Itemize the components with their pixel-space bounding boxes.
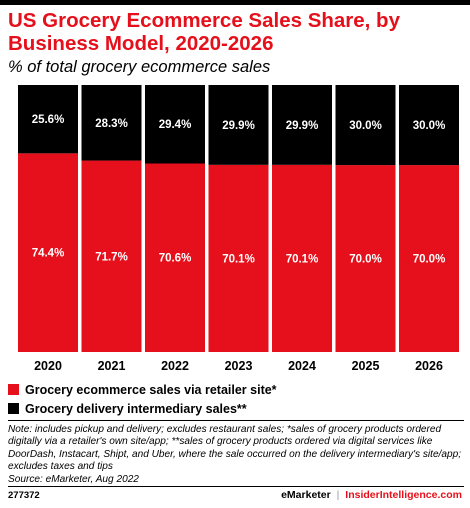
data-label-intermediary-2021: 28.3% — [95, 118, 128, 130]
bar-retailer-2026 — [399, 165, 459, 352]
data-label-retailer-2023: 70.1% — [222, 253, 255, 265]
data-label-retailer-2022: 70.6% — [159, 253, 192, 265]
brand-separator: | — [336, 489, 340, 501]
bar-retailer-2020 — [18, 153, 78, 352]
x-tick-label-2021: 2021 — [98, 359, 126, 373]
bar-retailer-2023 — [208, 164, 269, 352]
chart-title: US Grocery Ecommerce Sales Share, by Bus… — [8, 9, 400, 55]
x-tick-label-2024: 2024 — [288, 359, 316, 373]
legend-swatch-intermediary — [8, 403, 19, 414]
chart-id: 277372 — [8, 490, 40, 501]
data-label-intermediary-2025: 30.0% — [349, 120, 382, 132]
stacked-bar-chart: 74.4% 25.6% 2020 71.7% 28.3% 2021 70.6% 29.4% 20… — [18, 85, 459, 373]
x-tick-label-2023: 2023 — [225, 359, 253, 373]
note-divider — [8, 420, 464, 421]
chart-subtitle: % of total grocery ecommerce sales — [8, 58, 271, 76]
bar-intermediary-2026 — [399, 85, 459, 166]
bar-retailer-2025 — [335, 165, 396, 352]
data-label-retailer-2026: 70.0% — [413, 254, 446, 266]
x-tick-label-2025: 2025 — [352, 359, 380, 373]
footer-brand: eMarketer | InsiderIntelligence.com — [281, 489, 462, 501]
x-tick-label-2020: 2020 — [34, 359, 62, 373]
bar-intermediary-2024 — [272, 85, 332, 165]
bar-retailer-2022 — [145, 163, 205, 352]
data-label-retailer-2020: 74.4% — [32, 248, 65, 260]
bar-intermediary-2022 — [145, 85, 205, 164]
x-tick-label-2022: 2022 — [161, 359, 189, 373]
footer-divider — [8, 486, 464, 487]
source-text: Source: eMarketer, Aug 2022 — [8, 473, 139, 485]
legend-swatch-retailer — [8, 384, 19, 395]
data-label-intermediary-2020: 25.6% — [32, 114, 65, 126]
data-label-intermediary-2024: 29.9% — [286, 120, 319, 132]
data-label-intermediary-2023: 29.9% — [222, 120, 255, 132]
data-label-intermediary-2022: 29.4% — [159, 119, 192, 131]
legend-label-intermediary: Grocery delivery intermediary sales** — [25, 401, 247, 416]
bar-intermediary-2020 — [18, 85, 78, 154]
footnote: Note: includes pickup and delivery; excl… — [8, 424, 466, 486]
x-tick-label-2026: 2026 — [415, 359, 443, 373]
data-label-retailer-2021: 71.7% — [95, 251, 128, 263]
bar-retailer-2024 — [272, 164, 332, 352]
data-label-retailer-2025: 70.0% — [349, 254, 382, 266]
top-rule — [0, 0, 470, 5]
bar-retailer-2021 — [81, 160, 142, 352]
bar-intermediary-2023 — [208, 85, 269, 165]
legend-item-intermediary: Grocery delivery intermediary sales** — [8, 399, 277, 418]
legend-label-retailer: Grocery ecommerce sales via retailer sit… — [25, 382, 277, 397]
legend: Grocery ecommerce sales via retailer sit… — [8, 380, 277, 418]
legend-item-retailer: Grocery ecommerce sales via retailer sit… — [8, 380, 277, 399]
brand-insider-intelligence: InsiderIntelligence.com — [345, 489, 462, 501]
note-text: Note: includes pickup and delivery; excl… — [8, 424, 462, 473]
bar-intermediary-2021 — [81, 85, 142, 161]
brand-emarketer: eMarketer — [281, 489, 331, 501]
data-label-retailer-2024: 70.1% — [286, 253, 319, 265]
data-label-intermediary-2026: 30.0% — [413, 120, 446, 132]
bar-intermediary-2025 — [335, 85, 396, 166]
